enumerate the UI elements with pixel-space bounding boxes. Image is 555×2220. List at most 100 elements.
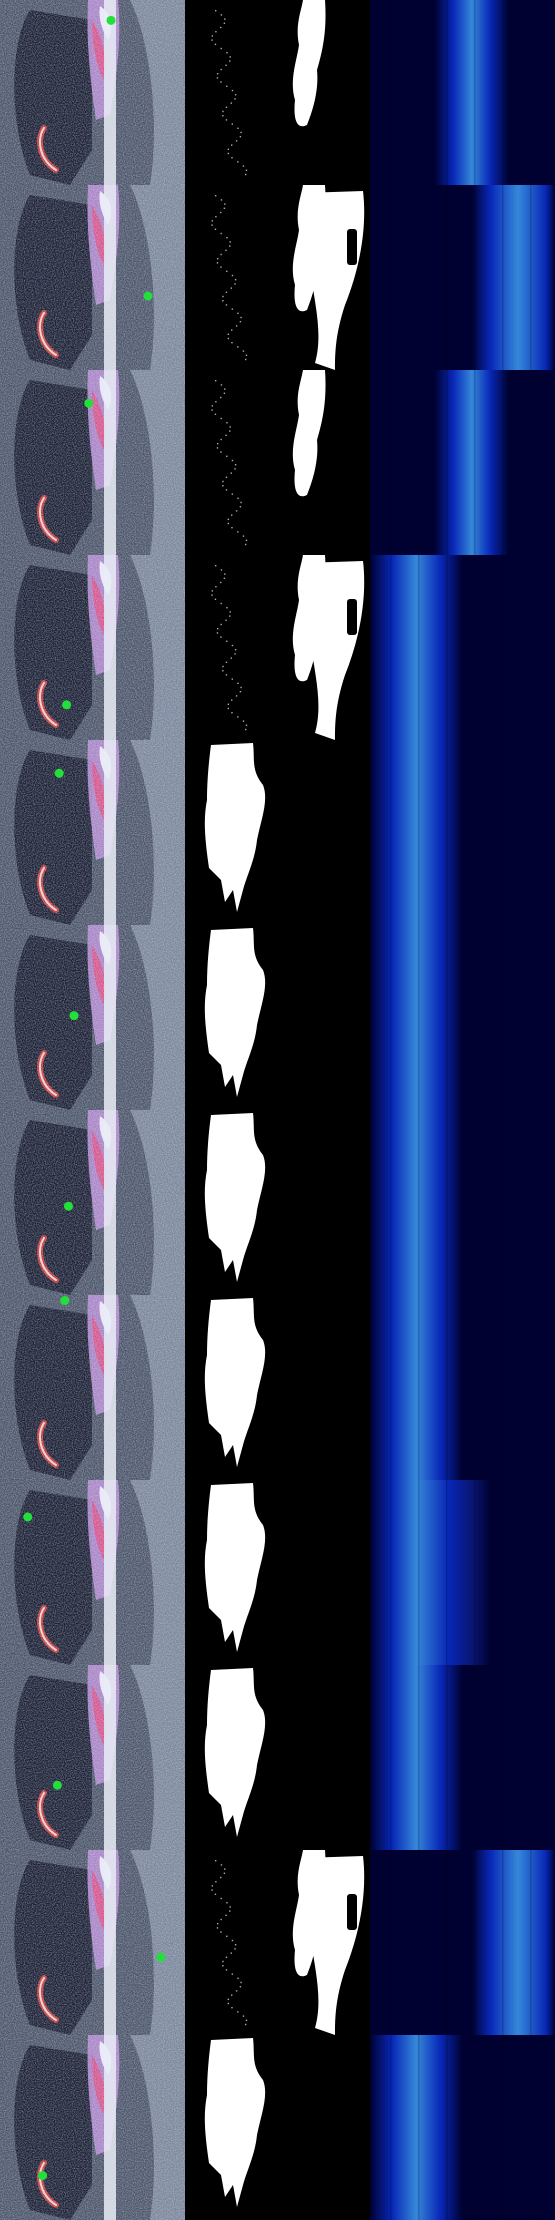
heatmap-graphic [370, 185, 555, 370]
click-point [143, 291, 153, 301]
click-point [156, 1952, 166, 1962]
result-row [0, 740, 555, 925]
mask-cell [185, 185, 370, 370]
heatmap-cell [370, 925, 555, 1110]
mask-region [204, 743, 266, 912]
heatmap-cell [370, 1665, 555, 1850]
mask-cell [185, 0, 370, 185]
input-image-graphic [0, 185, 185, 370]
input-image-graphic [0, 0, 185, 185]
heatmap-cell [370, 740, 555, 925]
heatmap-graphic [370, 1295, 555, 1480]
heatmap-graphic [370, 2035, 555, 2220]
heatmap-cell [370, 185, 555, 370]
input-image-cell [0, 185, 185, 370]
mask-graphic [185, 2035, 370, 2220]
mask-graphic [185, 1480, 370, 1665]
input-image-graphic [0, 1480, 185, 1665]
mask-cell [185, 1110, 370, 1295]
mask-region [204, 1298, 266, 1467]
result-row [0, 555, 555, 740]
result-row [0, 1850, 555, 2035]
input-image-cell [0, 1110, 185, 1295]
mask-cell [185, 2035, 370, 2220]
heatmap-cell [370, 2035, 555, 2220]
click-point [60, 1296, 70, 1306]
input-image-graphic [0, 2035, 185, 2220]
click-point [63, 1201, 73, 1211]
mask-graphic [185, 555, 370, 740]
input-image-cell [0, 1295, 185, 1480]
input-image-cell [0, 2035, 185, 2220]
input-image-graphic [0, 740, 185, 925]
input-image-cell [0, 1480, 185, 1665]
heatmap-cell [370, 0, 555, 185]
input-image-graphic [0, 370, 185, 555]
mask-region [204, 928, 266, 1097]
result-row [0, 1110, 555, 1295]
mask-region [204, 1113, 266, 1282]
input-image-graphic [0, 1295, 185, 1480]
heatmap-cell [370, 1110, 555, 1295]
heatmap-graphic [370, 1665, 555, 1850]
heatmap-cell [370, 1850, 555, 2035]
heatmap-graphic [370, 370, 555, 555]
result-row [0, 0, 555, 185]
mask-cell [185, 370, 370, 555]
result-row [0, 370, 555, 555]
click-point [84, 398, 94, 408]
heatmap-cell [370, 1295, 555, 1480]
input-image-cell [0, 370, 185, 555]
input-image-graphic [0, 555, 185, 740]
click-point [54, 768, 64, 778]
heatmap-graphic [370, 1110, 555, 1295]
mask-region [204, 2038, 266, 2207]
mask-graphic [185, 1110, 370, 1295]
heatmap-graphic [370, 1480, 555, 1665]
result-row [0, 2035, 555, 2220]
input-image-cell [0, 555, 185, 740]
input-image-cell [0, 740, 185, 925]
input-image-cell [0, 925, 185, 1110]
result-row [0, 1480, 555, 1665]
heatmap-graphic [370, 555, 555, 740]
mask-cell [185, 1850, 370, 2035]
result-row [0, 925, 555, 1110]
mask-cell [185, 1480, 370, 1665]
result-row [0, 185, 555, 370]
heatmap-graphic [370, 1850, 555, 2035]
heatmap-cell [370, 1480, 555, 1665]
mask-graphic [185, 0, 370, 185]
input-image-graphic [0, 1850, 185, 2035]
input-image-graphic [0, 1110, 185, 1295]
mask-cell [185, 925, 370, 1110]
heatmap-graphic [370, 740, 555, 925]
mask-cell [185, 740, 370, 925]
mask-cell [185, 555, 370, 740]
heatmap-graphic [370, 925, 555, 1110]
mask-region [292, 0, 326, 127]
click-point [62, 700, 72, 710]
mask-graphic [185, 740, 370, 925]
mask-cell [185, 1665, 370, 1850]
click-point [38, 2171, 48, 2181]
mask-region [292, 370, 326, 497]
mask-region [204, 1483, 266, 1652]
result-row [0, 1295, 555, 1480]
click-point [52, 1780, 62, 1790]
heatmap-cell [370, 555, 555, 740]
result-row [0, 1665, 555, 1850]
mask-region [204, 1668, 266, 1837]
heatmap-graphic [370, 0, 555, 185]
click-point [69, 1011, 79, 1021]
click-point [23, 1512, 33, 1522]
input-image-cell [0, 0, 185, 185]
input-image-cell [0, 1665, 185, 1850]
mask-graphic [185, 1850, 370, 2035]
mask-graphic [185, 370, 370, 555]
mask-graphic [185, 1295, 370, 1480]
mask-graphic [185, 925, 370, 1110]
mask-graphic [185, 1665, 370, 1850]
input-image-graphic [0, 1665, 185, 1850]
